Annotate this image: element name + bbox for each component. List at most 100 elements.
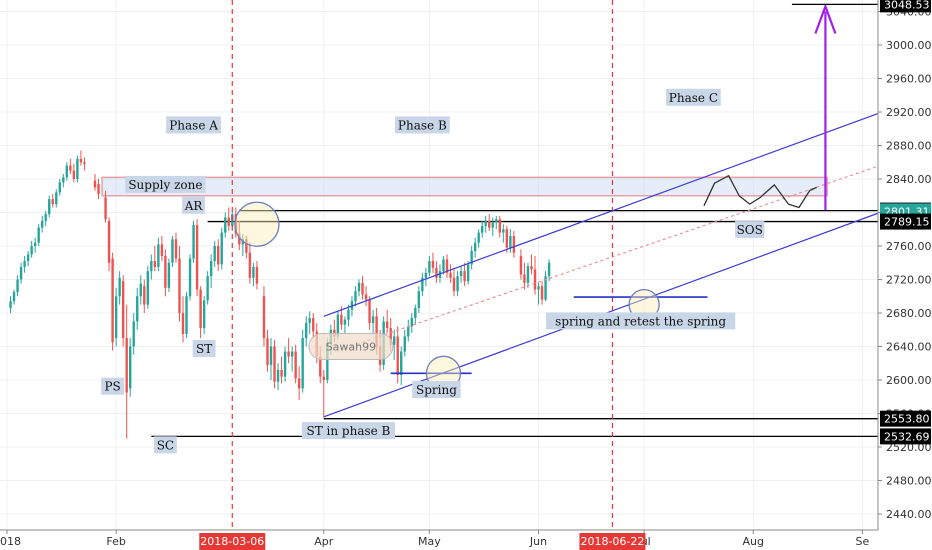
annotation-label: Phase C	[666, 88, 721, 106]
candle	[227, 207, 230, 231]
candle	[347, 304, 350, 327]
candle	[287, 338, 290, 364]
candle	[540, 281, 544, 305]
price-tick-label: 2920.00	[886, 106, 932, 119]
price-tick-label: 2960.00	[886, 73, 932, 86]
candle	[234, 207, 237, 238]
candle	[407, 319, 410, 342]
candle	[364, 286, 368, 307]
candle	[533, 256, 537, 295]
svg-text:Phase B: Phase B	[398, 118, 447, 132]
candle	[283, 346, 287, 382]
candle	[385, 309, 389, 334]
candle	[93, 173, 97, 191]
candle	[209, 254, 213, 288]
annotation-label: ST	[192, 340, 216, 358]
candle	[139, 275, 142, 305]
candle	[544, 271, 547, 302]
candle	[276, 363, 280, 391]
candle	[238, 220, 241, 251]
candle	[16, 275, 19, 297]
candle	[505, 225, 509, 253]
candle	[111, 252, 114, 351]
price-flag: 3048.53	[880, 0, 931, 13]
candle	[449, 264, 452, 283]
candle	[150, 254, 153, 280]
zones	[101, 176, 828, 197]
candle	[414, 304, 417, 325]
highlight-circle	[234, 201, 280, 247]
price-tick-label: 2440.00	[886, 508, 932, 521]
candle	[481, 220, 484, 238]
candle	[519, 249, 523, 280]
price-tick-label: 2720.00	[886, 274, 932, 287]
candle	[297, 366, 301, 401]
candle	[495, 215, 498, 230]
candle	[220, 227, 223, 270]
candle	[217, 239, 220, 272]
annotation-label: Phase A	[166, 116, 221, 134]
price-flag: 2553.80	[880, 410, 931, 427]
candle	[104, 190, 107, 223]
candle	[188, 254, 192, 301]
candle	[410, 313, 413, 334]
time-tick-label: Aug	[742, 535, 763, 548]
candle	[498, 215, 501, 238]
overlays	[231, 0, 881, 530]
svg-text:SC: SC	[157, 438, 174, 452]
candle	[456, 271, 459, 297]
price-tick-label: 2680.00	[886, 307, 932, 320]
candle	[463, 262, 466, 287]
candle	[199, 286, 202, 339]
candle	[393, 329, 396, 360]
annotation-label: AR	[182, 196, 205, 214]
candle	[301, 329, 304, 393]
annotation-label: spring and retest the spring	[546, 312, 736, 330]
annotation-label: Supply zone	[125, 175, 206, 193]
candle	[48, 195, 51, 218]
horizontal-levels	[151, 209, 878, 438]
candle	[252, 262, 255, 287]
candle	[269, 338, 273, 380]
candle	[403, 329, 406, 357]
candle	[294, 344, 297, 384]
svg-text:Spring: Spring	[416, 383, 457, 397]
watermark-pill	[308, 333, 394, 360]
projected-wave	[703, 175, 817, 209]
candle	[491, 217, 494, 236]
candle	[132, 313, 135, 355]
price-tick-label: 2480.00	[886, 475, 932, 488]
candle	[371, 309, 375, 335]
projection-arrowhead	[814, 3, 837, 34]
time-tick-label: 2018	[0, 535, 21, 548]
candle	[178, 246, 181, 322]
candle	[431, 252, 435, 273]
candle	[428, 256, 431, 277]
candle	[33, 237, 37, 253]
candle	[523, 262, 526, 290]
candle	[44, 210, 47, 226]
time-tick-label: Feb	[106, 535, 125, 548]
candle	[146, 266, 149, 309]
candle	[206, 271, 209, 305]
candle	[83, 157, 86, 171]
candle	[12, 289, 16, 305]
svg-text:3048.53: 3048.53	[884, 0, 930, 11]
candle	[255, 261, 259, 290]
annotation-label: ST in phase B	[301, 422, 396, 440]
candle	[361, 276, 364, 300]
candle	[442, 256, 445, 275]
candle	[69, 158, 72, 174]
price-tick-label: 2880.00	[886, 140, 932, 153]
candle	[262, 286, 266, 347]
time-tick-label: Se	[855, 535, 869, 548]
annotation-label: Phase B	[394, 116, 450, 134]
annotation-label: SC	[154, 436, 177, 454]
candle	[273, 339, 276, 389]
candle	[357, 279, 361, 297]
candle	[23, 256, 26, 273]
candle	[9, 296, 12, 313]
candle	[424, 267, 428, 287]
candle	[136, 287, 139, 330]
candle	[224, 212, 227, 238]
